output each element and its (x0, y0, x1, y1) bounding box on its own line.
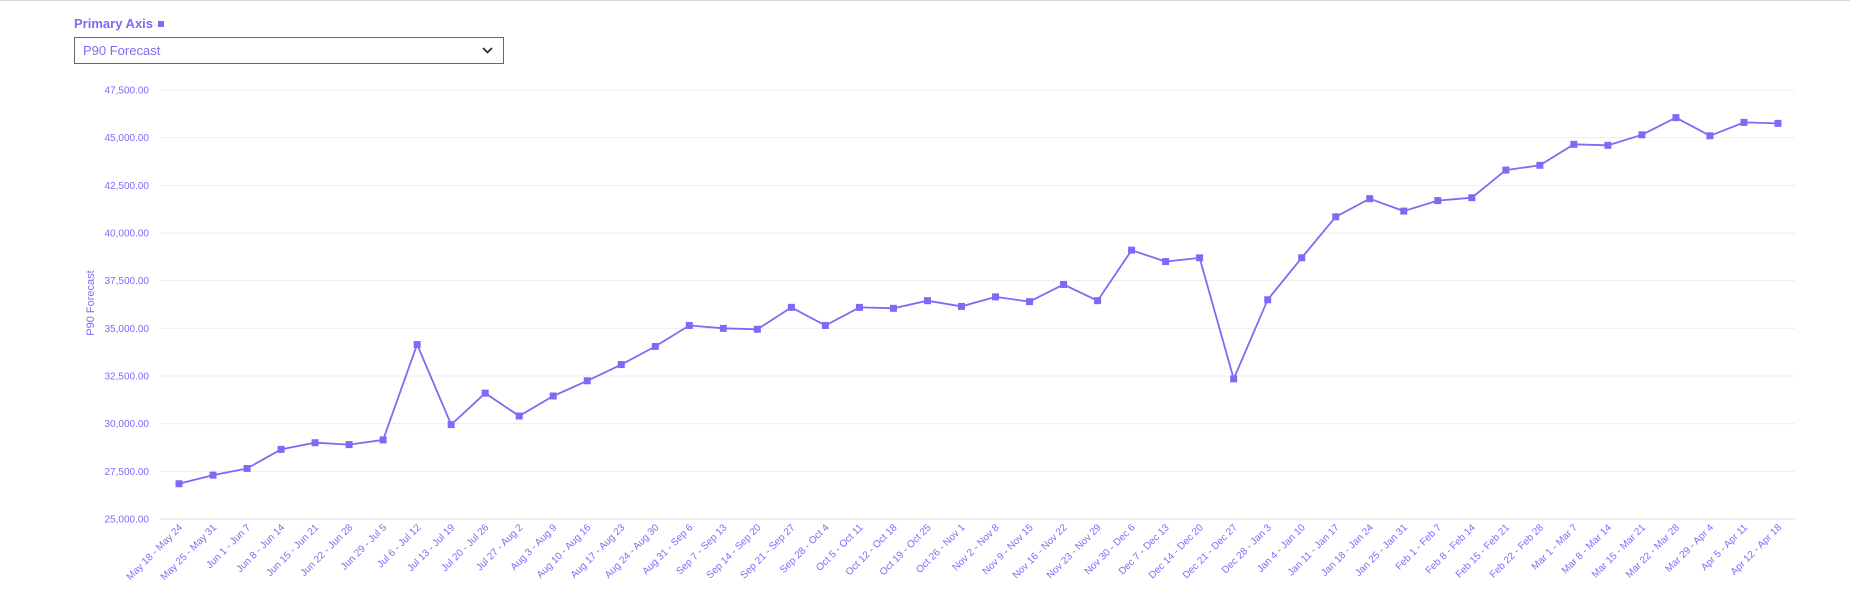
data-point[interactable] (855, 303, 863, 311)
y-tick-label: 42,500.00 (105, 181, 150, 192)
data-point[interactable] (923, 297, 931, 305)
data-point[interactable] (1536, 161, 1544, 169)
x-tick-label: May 18 - May 24 (125, 522, 186, 583)
data-point[interactable] (549, 392, 557, 400)
data-point[interactable] (1162, 258, 1170, 266)
data-point[interactable] (1638, 131, 1646, 139)
data-point[interactable] (1604, 141, 1612, 149)
data-point[interactable] (1060, 280, 1068, 288)
data-point[interactable] (1366, 195, 1374, 203)
chevron-down-icon (482, 47, 493, 54)
top-divider (0, 0, 1850, 1)
series-group (175, 114, 1782, 488)
data-point[interactable] (787, 303, 795, 311)
data-point[interactable] (1400, 207, 1408, 215)
data-point[interactable] (277, 445, 285, 453)
data-point[interactable] (1740, 118, 1748, 126)
data-point[interactable] (889, 304, 897, 312)
y-tick-label: 30,000.00 (105, 419, 150, 430)
y-tick-label: 27,500.00 (105, 467, 150, 478)
data-point[interactable] (1502, 166, 1510, 174)
data-point[interactable] (345, 441, 353, 449)
data-point[interactable] (1230, 375, 1238, 383)
data-point[interactable] (1434, 197, 1442, 205)
data-point[interactable] (1774, 119, 1782, 127)
data-point[interactable] (447, 421, 455, 429)
y-tick-label: 45,000.00 (105, 133, 150, 144)
data-point[interactable] (175, 480, 183, 488)
data-point[interactable] (243, 464, 251, 472)
data-point[interactable] (1468, 194, 1476, 202)
data-point[interactable] (719, 324, 727, 332)
data-point[interactable] (583, 377, 591, 385)
data-point[interactable] (1706, 132, 1714, 140)
data-point[interactable] (1128, 246, 1136, 254)
y-tick-label: 35,000.00 (105, 324, 150, 335)
series-color-swatch-icon (158, 20, 165, 27)
gridlines (160, 89, 1795, 520)
y-axis-label: P90 Forecast (85, 270, 97, 335)
data-point[interactable] (685, 321, 693, 329)
primary-axis-label: Primary Axis (74, 16, 154, 31)
data-point[interactable] (1298, 254, 1306, 262)
data-point[interactable] (1264, 296, 1272, 304)
primary-axis-header: Primary Axis (74, 16, 165, 31)
data-point[interactable] (209, 471, 217, 479)
data-point[interactable] (1672, 114, 1680, 122)
y-tick-label: 32,500.00 (105, 372, 150, 383)
data-point[interactable] (821, 321, 829, 329)
data-point[interactable] (957, 302, 965, 310)
data-point[interactable] (379, 436, 387, 444)
data-point[interactable] (1196, 254, 1204, 262)
data-point[interactable] (1026, 298, 1034, 306)
data-point[interactable] (753, 325, 761, 333)
primary-axis-selected-value: P90 Forecast (83, 43, 161, 58)
data-point[interactable] (1094, 297, 1102, 305)
data-point[interactable] (1570, 140, 1578, 148)
y-tick-label: 25,000.00 (105, 515, 150, 526)
data-point[interactable] (651, 342, 659, 350)
y-axis-ticks: 25,000.00 27,500.00 30,000.00 32,500.00 35,0… (105, 86, 150, 526)
series-line (178, 116, 1779, 485)
data-point[interactable] (311, 439, 319, 447)
y-tick-label: 47,500.00 (105, 86, 150, 97)
primary-axis-select[interactable]: P90 Forecast (74, 37, 504, 64)
data-point[interactable] (481, 389, 489, 397)
data-point[interactable] (617, 361, 625, 369)
data-point[interactable] (413, 341, 421, 349)
y-tick-label: 37,500.00 (105, 276, 150, 287)
data-point[interactable] (515, 412, 523, 420)
y-tick-label: 40,000.00 (105, 229, 150, 240)
data-point[interactable] (1332, 213, 1340, 221)
data-point[interactable] (992, 293, 1000, 301)
